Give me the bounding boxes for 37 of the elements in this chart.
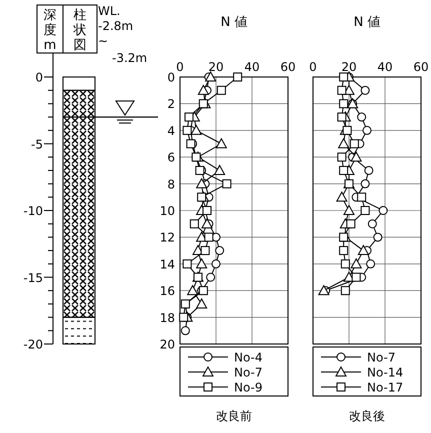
y-tick-label: 4 [167, 124, 175, 138]
x-tick-label: 0 [176, 60, 184, 74]
legend-label: No-7 [367, 350, 396, 364]
y-tick-label: -20 [23, 338, 43, 352]
legend-label: No-4 [234, 350, 263, 364]
x-tick-label: 0 [309, 60, 317, 74]
legend-label: No-14 [367, 366, 404, 380]
y-tick-label: 6 [167, 150, 175, 165]
y-tick-label: 16 [160, 284, 175, 298]
y-tick-label: 2 [167, 97, 175, 112]
x-tick-label: 20 [208, 60, 224, 74]
y-tick-label: 20 [160, 338, 175, 352]
x-tick-label: 20 [341, 60, 357, 74]
y-tick-label: 8 [167, 177, 175, 192]
chart-title: N 値 [220, 15, 248, 30]
y-axis-title: 深度 m [44, 8, 56, 53]
y-tick-label: 0 [35, 70, 43, 84]
legend-label: No-9 [234, 380, 263, 394]
y-tick-label: -10 [23, 204, 43, 218]
x-axis-title: 改良前 [216, 409, 252, 423]
y-tick-label: -5 [31, 137, 43, 152]
legend-label: No-17 [367, 380, 404, 394]
ref-line-label: WL. -2.8m ~ -3.2m [98, 4, 148, 65]
y-tick-label: -15 [23, 270, 43, 285]
y-tick-label: 14 [160, 257, 175, 272]
x-axis-title: 改良後 [349, 409, 385, 423]
chart-title: N 値 [354, 15, 380, 30]
y-tick-label: 12 [160, 230, 175, 245]
y-tick-label: 0 [167, 70, 175, 84]
x-tick-label: 40 [244, 60, 260, 74]
y-tick-label: 18 [160, 310, 175, 325]
x-tick-label: 60 [280, 60, 296, 74]
x-tick-label: 40 [377, 60, 393, 74]
x-tick-label: 60 [413, 60, 429, 74]
chart-title: 柱状図 [72, 8, 86, 53]
y-tick-label: 10 [160, 204, 175, 218]
legend-label: No-7 [234, 366, 263, 380]
